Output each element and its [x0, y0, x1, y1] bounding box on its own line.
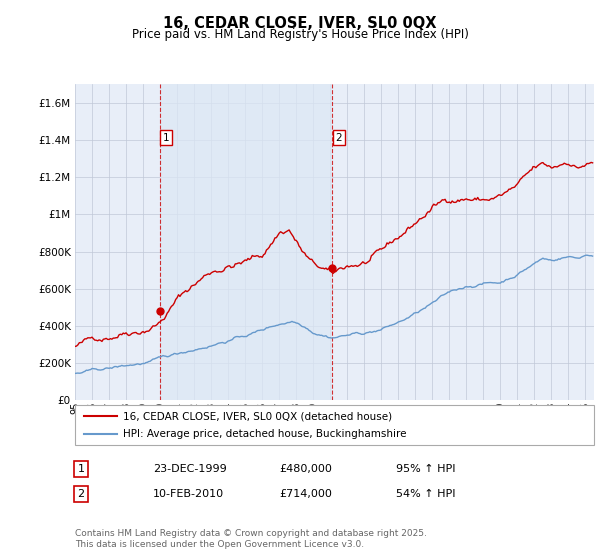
Text: 23-DEC-1999: 23-DEC-1999 — [153, 464, 227, 474]
Text: 95% ↑ HPI: 95% ↑ HPI — [396, 464, 455, 474]
Text: 54% ↑ HPI: 54% ↑ HPI — [396, 489, 455, 499]
Text: HPI: Average price, detached house, Buckinghamshire: HPI: Average price, detached house, Buck… — [123, 429, 407, 439]
Text: 10-FEB-2010: 10-FEB-2010 — [153, 489, 224, 499]
Text: 2: 2 — [335, 133, 342, 143]
Text: 1: 1 — [77, 464, 85, 474]
Text: Price paid vs. HM Land Registry's House Price Index (HPI): Price paid vs. HM Land Registry's House … — [131, 28, 469, 41]
Text: 16, CEDAR CLOSE, IVER, SL0 0QX (detached house): 16, CEDAR CLOSE, IVER, SL0 0QX (detached… — [123, 411, 392, 421]
Text: 1: 1 — [163, 133, 170, 143]
Text: 16, CEDAR CLOSE, IVER, SL0 0QX: 16, CEDAR CLOSE, IVER, SL0 0QX — [163, 16, 437, 31]
Text: 2: 2 — [77, 489, 85, 499]
Text: £480,000: £480,000 — [279, 464, 332, 474]
Text: Contains HM Land Registry data © Crown copyright and database right 2025.
This d: Contains HM Land Registry data © Crown c… — [75, 529, 427, 549]
Text: £714,000: £714,000 — [279, 489, 332, 499]
Bar — [160, 84, 332, 400]
